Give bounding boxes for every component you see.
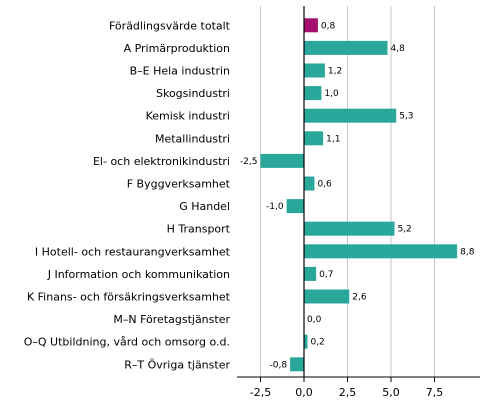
x-tick-label: 7,5 (426, 386, 444, 399)
value-label: 1,0 (324, 89, 339, 99)
value-label: 5,3 (399, 112, 413, 122)
value-label: 2,6 (352, 293, 367, 303)
bar (304, 289, 350, 304)
x-tick-label: 5,0 (382, 386, 400, 399)
value-labels: 0,8 4,8 1,2 1,0 5,3 1,1 -2,5 0,6 -1,0 5,2 8,8 0,7 2,… (240, 21, 475, 370)
x-tick-label: 2,5 (339, 386, 357, 399)
bar (260, 153, 304, 168)
value-label: 8,8 (460, 247, 475, 257)
bar (304, 221, 395, 236)
value-label: 1,1 (326, 134, 340, 144)
category-label: J Information och kommunikation (47, 268, 230, 281)
category-label: Skogsindustri (156, 87, 230, 100)
category-label: El- och elektronikindustri (93, 155, 230, 168)
bar (304, 244, 458, 259)
value-label: -0,8 (270, 360, 288, 370)
category-label: F Byggverksamhet (127, 178, 231, 191)
value-label: 1,2 (328, 67, 342, 77)
value-label: 5,2 (397, 225, 411, 235)
value-label: 0,8 (321, 21, 336, 31)
bar (304, 334, 308, 349)
x-tick-label: -2,5 (250, 386, 271, 399)
x-tick-label: 0,0 (295, 386, 313, 399)
bar (286, 199, 304, 214)
bar (304, 176, 315, 191)
category-label: R–T Övriga tjänster (124, 358, 230, 371)
value-label: 4,8 (391, 44, 406, 54)
category-label: Metallindustri (155, 132, 230, 145)
category-label: Förädlingsvärde totalt (109, 19, 231, 32)
category-label: H Transport (167, 223, 231, 236)
category-label: Kemisk industri (146, 110, 230, 123)
bar (304, 18, 318, 33)
category-label: B–E Hela industrin (130, 65, 230, 78)
value-label: 0,2 (310, 338, 324, 348)
bars (260, 18, 458, 372)
value-label: 0,0 (307, 315, 322, 325)
value-label: -2,5 (240, 157, 258, 167)
value-label: -1,0 (266, 202, 284, 212)
bar (304, 131, 324, 146)
category-labels: Förädlingsvärde totalt A Primärproduktion… (24, 19, 231, 371)
bar (304, 86, 322, 101)
value-label: 0,7 (319, 270, 333, 280)
category-label: A Primärproduktion (124, 42, 230, 55)
category-label: K Finans- och försäkringsverksamhet (27, 291, 231, 304)
category-label: I Hotell- och restaurangverksamhet (35, 245, 231, 258)
category-label: G Handel (179, 200, 230, 213)
value-label: 0,6 (317, 180, 332, 190)
bar (304, 108, 397, 123)
bar (304, 266, 317, 281)
grid-lines (260, 6, 435, 377)
bar (304, 40, 388, 55)
category-label: O–Q Utbildning, vård och omsorg o.d. (24, 336, 230, 349)
bar (304, 63, 325, 78)
x-axis: -2,5 0,0 2,5 5,0 7,5 (237, 6, 480, 399)
category-label: M–N Företagstjänster (113, 313, 230, 326)
bar (290, 357, 304, 372)
